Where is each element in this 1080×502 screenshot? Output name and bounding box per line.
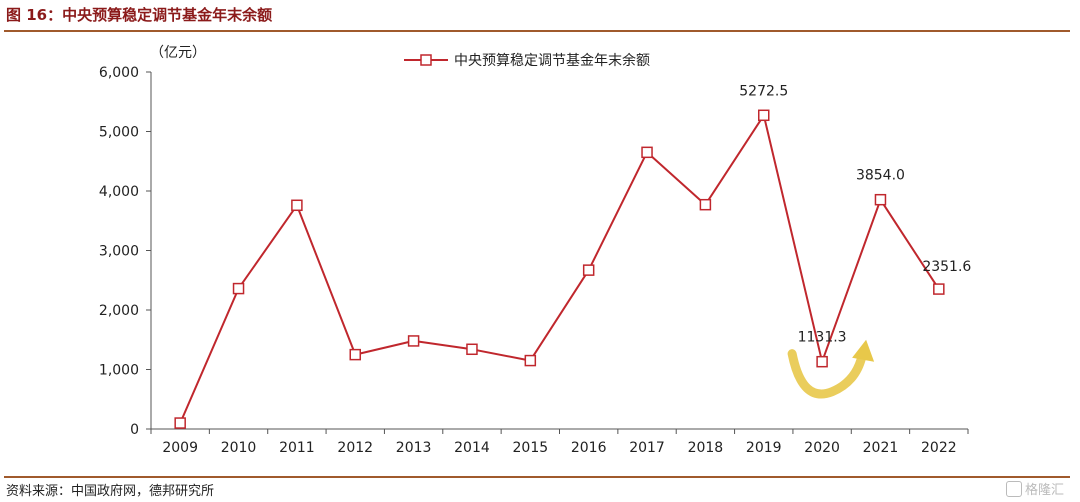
legend-marker [420, 54, 432, 66]
data-point-marker [407, 335, 420, 347]
x-tick-label: 2014 [454, 440, 490, 456]
data-point-marker [758, 109, 770, 122]
line-chart: 0 1,000 2,000 3,000 4,000 5,000 6,000 2009 2010 2… [99, 45, 971, 456]
top-rule [4, 30, 1070, 32]
x-tick-label: 2009 [162, 440, 198, 456]
data-label: 3854.0 [856, 168, 905, 184]
y-tick-label: 1,000 [99, 363, 139, 379]
rebound-arrow-icon [787, 339, 875, 399]
plot-area: 5272.5 1131.3 3854.0 2351.6 [174, 83, 971, 429]
bottom-rule [4, 476, 1070, 478]
x-tick-label: 2021 [863, 440, 899, 456]
data-point-marker [291, 199, 303, 212]
x-tick-label: 2013 [396, 440, 432, 456]
x-tick-label: 2015 [513, 440, 549, 456]
y-unit-label: （亿元） [150, 45, 206, 61]
y-tick-label: 3,000 [99, 244, 139, 260]
source-note: 资料来源：中国政府网，德邦研究所 [6, 484, 215, 499]
y-tick-label: 2,000 [99, 303, 139, 319]
data-point-marker [933, 283, 945, 295]
x-tick-label: 2011 [279, 440, 315, 456]
data-point-marker [874, 193, 887, 206]
data-point-marker [699, 198, 712, 211]
y-tick-label: 5,000 [99, 125, 139, 141]
data-label: 5272.5 [739, 83, 788, 99]
x-tick-label: 2012 [337, 440, 373, 456]
x-tick-label: 2022 [921, 440, 957, 456]
watermark: 格隆汇 [1006, 479, 1064, 498]
rebound-arrow-shaft [787, 349, 867, 399]
y-tick-label: 6,000 [99, 65, 139, 81]
x-tick-label: 2010 [221, 440, 257, 456]
data-point-marker [641, 146, 653, 159]
rebound-arrow-head [852, 339, 875, 362]
data-point-marker [232, 282, 245, 295]
data-point-marker [466, 343, 478, 356]
x-tick-label: 2018 [688, 440, 724, 456]
x-tick-label: 2017 [629, 440, 665, 456]
y-tick-label: 0 [130, 422, 139, 438]
legend: 中央预算稳定调节基金年末余额 [404, 52, 650, 69]
y-tick-label: 4,000 [99, 184, 139, 200]
data-point-marker [524, 354, 537, 367]
x-tick-label: 2019 [746, 440, 782, 456]
watermark-text: 格隆汇 [1025, 483, 1065, 498]
series-line [179, 114, 940, 424]
data-point-marker [816, 355, 828, 368]
legend-label: 中央预算稳定调节基金年末余额 [454, 52, 650, 69]
x-tick-label: 2016 [571, 440, 607, 456]
axes: 0 1,000 2,000 3,000 4,000 5,000 6,000 2009 2010 2… [99, 45, 969, 456]
data-label: 1131.3 [798, 330, 847, 346]
data-point-marker [582, 264, 595, 276]
watermark-logo-icon [1006, 481, 1022, 497]
data-label: 2351.6 [922, 259, 971, 275]
x-tick-label: 2020 [804, 440, 840, 456]
figure-title: 图 16：中央预算稳定调节基金年末余额 [6, 6, 273, 24]
data-point-marker [349, 348, 361, 361]
data-point-marker [174, 417, 186, 429]
